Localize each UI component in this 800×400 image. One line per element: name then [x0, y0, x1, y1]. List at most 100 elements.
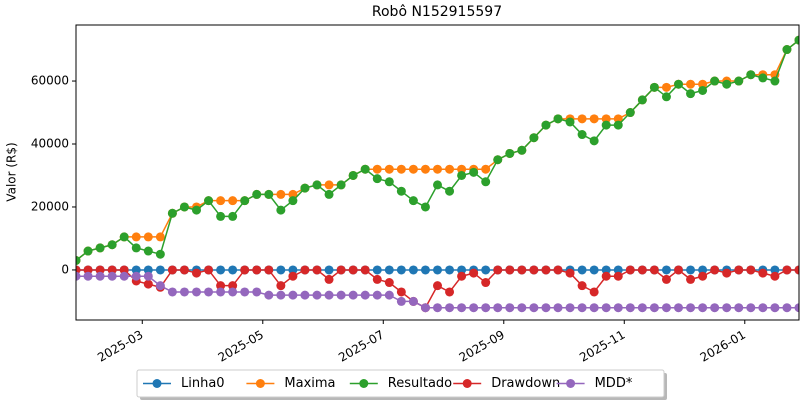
data-point: [457, 265, 467, 275]
data-point: [577, 281, 587, 291]
plot-frame: [75, 24, 800, 321]
data-point: [577, 303, 587, 313]
data-point: [131, 243, 141, 253]
data-point: [408, 265, 418, 275]
data-point: [167, 265, 177, 275]
data-point: [107, 265, 117, 275]
data-point: [517, 303, 527, 313]
data-point: [601, 114, 611, 124]
data-point: [216, 265, 226, 275]
data-point: [276, 189, 286, 199]
data-point: [613, 120, 623, 130]
data-point: [384, 177, 394, 187]
data-point: [155, 281, 165, 291]
data-point: [276, 290, 286, 300]
data-point: [565, 303, 575, 313]
data-point: [601, 120, 611, 130]
data-point: [83, 246, 93, 256]
data-point: [300, 265, 310, 275]
data-point: [469, 268, 479, 278]
data-point: [529, 265, 539, 275]
data-point: [710, 303, 720, 313]
data-point: [83, 271, 93, 281]
data-point: [613, 265, 623, 275]
data-point: [372, 290, 382, 300]
data-point: [276, 281, 286, 291]
data-point: [312, 290, 322, 300]
data-point: [216, 281, 226, 291]
data-point: [710, 265, 720, 275]
data-point: [372, 174, 382, 184]
data-point: [493, 265, 503, 275]
data-point: [372, 164, 382, 174]
data-point: [155, 232, 165, 242]
data-point: [613, 271, 623, 281]
data-point: [95, 271, 105, 281]
data-point: [433, 281, 442, 291]
data-point: [83, 265, 93, 275]
data-point: [143, 246, 153, 256]
data-point: [228, 281, 238, 291]
data-point: [179, 202, 189, 212]
data-point: [469, 303, 479, 313]
plot-area: [76, 35, 799, 313]
data-point: [505, 265, 515, 275]
data-point: [601, 303, 611, 313]
data-point: [758, 73, 768, 83]
data-point: [95, 265, 105, 275]
y-tick-label: 40000: [31, 137, 69, 151]
data-point: [589, 287, 599, 297]
data-point: [384, 290, 394, 300]
y-tick-label: 0: [61, 262, 69, 276]
data-point: [76, 255, 81, 265]
data-point: [577, 130, 587, 140]
data-point: [384, 164, 394, 174]
data-point: [457, 170, 467, 180]
data-point: [457, 271, 467, 281]
data-point: [119, 271, 129, 281]
data-point: [131, 271, 141, 281]
data-point: [589, 265, 599, 275]
data-point: [722, 303, 732, 313]
data-point: [131, 232, 141, 242]
data-point: [445, 265, 455, 275]
data-point: [288, 290, 298, 300]
data-point: [770, 303, 780, 313]
data-point: [408, 164, 418, 174]
data-point: [541, 303, 551, 313]
data-point: [758, 268, 768, 278]
data-point: [119, 232, 129, 242]
data-point: [312, 180, 322, 190]
data-point: [155, 265, 165, 275]
data-point: [722, 79, 732, 89]
legend-swatch-marker: [152, 379, 162, 388]
legend-label: Maxima: [284, 376, 335, 391]
data-point: [204, 196, 214, 206]
data-point: [433, 265, 442, 275]
data-point: [649, 82, 659, 92]
data-point: [143, 271, 153, 281]
data-point: [698, 303, 708, 313]
data-point: [252, 189, 262, 199]
data-point: [613, 303, 623, 313]
data-point: [722, 268, 732, 278]
data-point: [433, 180, 442, 190]
data-point: [445, 186, 455, 196]
data-point: [686, 79, 696, 89]
data-point: [396, 296, 406, 306]
data-point: [420, 265, 430, 275]
data-point: [746, 303, 756, 313]
data-point: [264, 189, 274, 199]
data-point: [637, 95, 647, 105]
data-point: [300, 183, 310, 193]
data-point: [228, 211, 238, 221]
data-point: [686, 274, 696, 284]
y-tick-label: 60000: [31, 74, 69, 88]
data-point: [143, 279, 153, 289]
data-point: [794, 35, 799, 45]
data-point: [204, 287, 214, 297]
data-point: [324, 290, 334, 300]
data-point: [481, 164, 491, 174]
data-point: [457, 164, 467, 174]
data-point: [481, 265, 491, 275]
